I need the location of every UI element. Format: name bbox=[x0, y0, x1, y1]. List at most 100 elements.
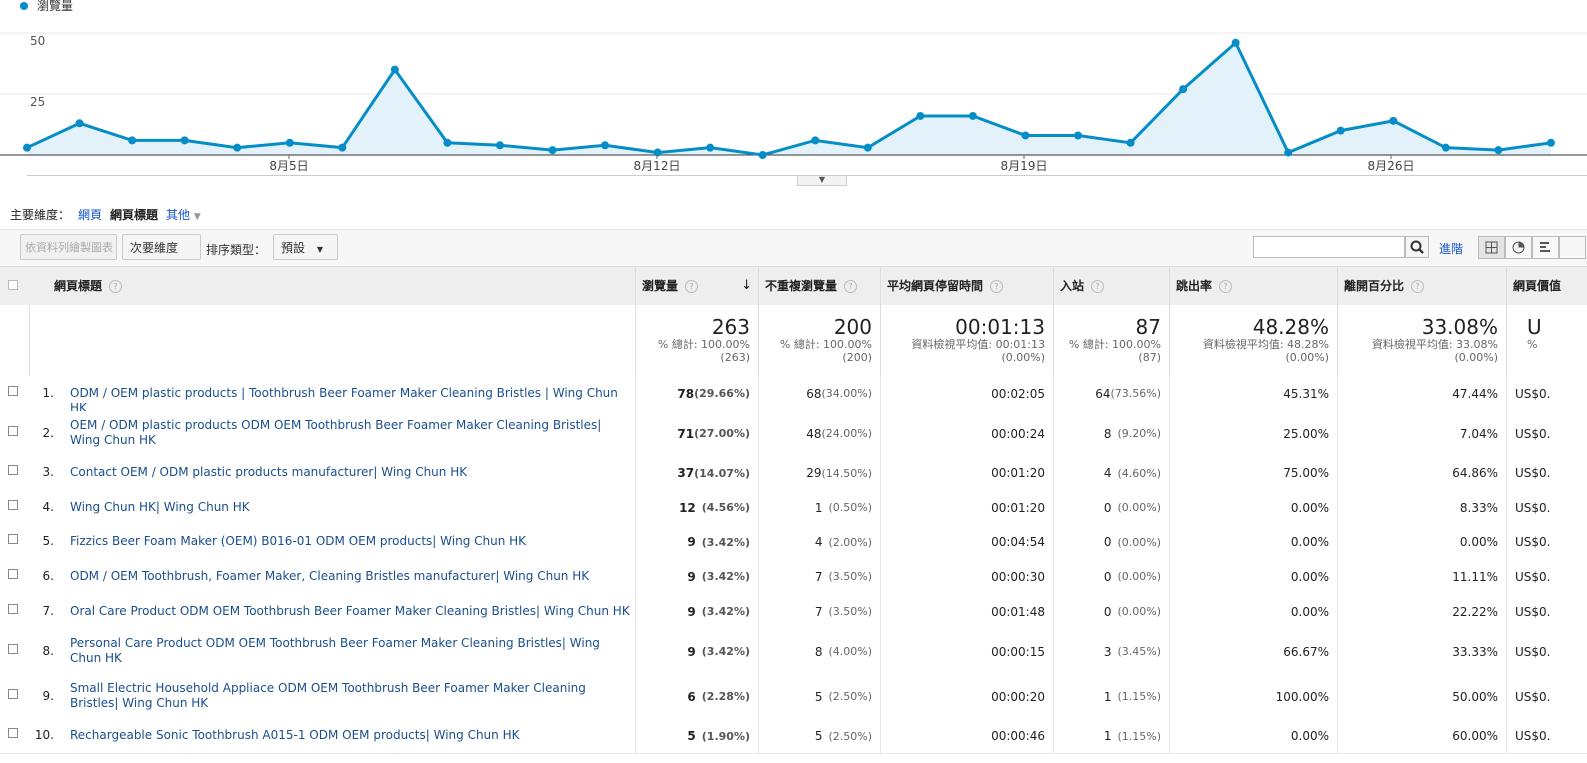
row-checkbox[interactable] bbox=[8, 688, 18, 699]
page-title-link[interactable]: OEM / ODM plastic products ODM OEM Tooth… bbox=[70, 418, 602, 447]
row-checkbox[interactable] bbox=[8, 603, 18, 614]
row-checkbox[interactable] bbox=[8, 425, 18, 436]
header-page-value[interactable]: 網頁價值 bbox=[1506, 267, 1587, 305]
data-point[interactable] bbox=[1546, 138, 1555, 147]
data-point[interactable] bbox=[495, 141, 504, 150]
table-search-input[interactable] bbox=[1253, 236, 1405, 258]
help-icon[interactable]: ? bbox=[685, 280, 699, 293]
header-exit-rate[interactable]: 離開百分比? bbox=[1337, 267, 1506, 305]
data-point[interactable] bbox=[968, 111, 977, 120]
row-checkbox[interactable] bbox=[8, 499, 18, 510]
advanced-filter-link[interactable]: 進階 bbox=[1439, 242, 1464, 256]
cell-value: US$0. bbox=[1515, 604, 1551, 619]
row-checkbox[interactable] bbox=[8, 728, 18, 738]
data-point[interactable] bbox=[233, 143, 242, 152]
data-point[interactable] bbox=[390, 65, 399, 74]
page-title-link[interactable]: Small Electric Household Appliace ODM OE… bbox=[70, 681, 586, 710]
row-number: 2. bbox=[42, 425, 54, 440]
chart-svg: 50 25 8月5日 8月12日 8月19日 8月26日 bbox=[0, 32, 1587, 176]
data-point[interactable] bbox=[758, 151, 767, 159]
cell-upv: 1 (0.50%) bbox=[758, 490, 880, 525]
dimension-page-title-selected[interactable]: 網頁標題 bbox=[110, 208, 159, 222]
cell-value: 8 bbox=[1103, 426, 1112, 441]
secondary-dimension-dropdown[interactable]: 次要維度 ▼ bbox=[122, 234, 201, 280]
secondary-dimension-label: 次要維度 bbox=[130, 241, 179, 255]
cell-value: US$0. bbox=[1515, 644, 1551, 659]
comparison-view-button[interactable] bbox=[1559, 236, 1586, 259]
data-point[interactable] bbox=[1074, 131, 1082, 140]
cell-upv: 5 (2.50%) bbox=[758, 719, 880, 753]
data-point[interactable] bbox=[180, 136, 189, 145]
data-point[interactable] bbox=[1494, 146, 1503, 155]
data-point[interactable] bbox=[916, 111, 925, 120]
cell-value: 4 bbox=[1103, 466, 1112, 480]
help-icon[interactable]: ? bbox=[844, 280, 858, 293]
select-all-checkbox[interactable] bbox=[8, 280, 18, 290]
dimension-other-label: 其他 bbox=[166, 208, 191, 222]
data-point[interactable] bbox=[75, 119, 84, 128]
row-checkbox[interactable] bbox=[8, 534, 18, 544]
data-point[interactable] bbox=[128, 136, 137, 145]
data-point[interactable] bbox=[338, 143, 347, 152]
data-point[interactable] bbox=[23, 143, 31, 152]
dimension-page-link[interactable]: 網頁 bbox=[78, 208, 103, 222]
search-button[interactable] bbox=[1405, 236, 1429, 258]
header-unique-pageviews[interactable]: 不重複瀏覽量? bbox=[758, 267, 880, 305]
header-avg-time[interactable]: 平均網頁停留時間? bbox=[880, 267, 1053, 305]
data-point[interactable] bbox=[1284, 148, 1293, 157]
data-point[interactable] bbox=[1021, 131, 1030, 140]
performance-view-button[interactable] bbox=[1532, 236, 1559, 259]
data-point[interactable] bbox=[1231, 38, 1240, 47]
dimension-other-dropdown[interactable]: 其他 ▼ bbox=[166, 206, 201, 223]
chart-collapse-handle[interactable]: ▼ bbox=[797, 176, 847, 186]
help-icon[interactable]: ? bbox=[1091, 280, 1105, 293]
chart-legend[interactable]: 瀏覽量 bbox=[20, 0, 73, 14]
data-point[interactable] bbox=[653, 148, 662, 157]
sort-type-dropdown[interactable]: 預設 ▼ bbox=[273, 234, 338, 260]
data-point[interactable] bbox=[706, 143, 715, 152]
cell-value: US$0. bbox=[1515, 535, 1551, 549]
data-point[interactable] bbox=[811, 136, 820, 145]
data-point[interactable] bbox=[548, 146, 557, 155]
data-point[interactable] bbox=[1179, 85, 1188, 94]
row-checkbox[interactable] bbox=[8, 568, 18, 579]
cell-value: 6 bbox=[687, 689, 696, 704]
pie-view-button[interactable] bbox=[1505, 236, 1532, 259]
page-title-link[interactable]: Contact OEM / ODM plastic products manuf… bbox=[70, 465, 468, 479]
total-entrances: 87% 總計: 100.00% (87) bbox=[1053, 305, 1169, 376]
help-icon[interactable]: ? bbox=[109, 280, 123, 293]
page-title-link[interactable]: Wing Chun HK| Wing Chun HK bbox=[70, 499, 250, 514]
header-bounce-rate[interactable]: 跳出率? bbox=[1169, 267, 1337, 305]
total-unique-pageviews: 200% 總計: 100.00% (200) bbox=[758, 305, 880, 376]
row-checkbox[interactable] bbox=[8, 643, 18, 654]
cell-pv: 71 (27.00%) bbox=[635, 411, 758, 456]
data-point[interactable] bbox=[285, 138, 294, 147]
data-point[interactable] bbox=[1336, 126, 1345, 135]
cell-value: 50.00% bbox=[1452, 689, 1498, 704]
header-entrances[interactable]: 入站? bbox=[1053, 267, 1169, 305]
data-point[interactable] bbox=[1441, 143, 1450, 152]
cell-value: 0 bbox=[1103, 500, 1112, 515]
help-icon[interactable]: ? bbox=[1411, 280, 1425, 293]
data-point[interactable] bbox=[1126, 138, 1135, 147]
cell-value: 64 bbox=[1095, 386, 1111, 401]
data-point[interactable] bbox=[863, 143, 872, 152]
row-checkbox[interactable] bbox=[8, 465, 18, 475]
table-view-button[interactable] bbox=[1478, 236, 1505, 259]
help-icon[interactable]: ? bbox=[990, 280, 1004, 293]
plot-rows-button[interactable]: 依資料列繪製圖表 bbox=[20, 234, 117, 260]
page-title-link[interactable]: Fizzics Beer Foam Maker (OEM) B016-01 OD… bbox=[70, 534, 527, 548]
row-checkbox[interactable] bbox=[8, 385, 18, 396]
help-icon[interactable]: ? bbox=[1219, 280, 1233, 293]
data-point[interactable] bbox=[601, 141, 610, 150]
page-title-link[interactable]: ODM / OEM Toothbrush, Foamer Maker, Clea… bbox=[70, 568, 590, 583]
header-pageviews[interactable]: 瀏覽量? ↓ bbox=[635, 267, 758, 305]
cell-percent: (0.00%) bbox=[1117, 535, 1161, 549]
page-title-link[interactable]: Rechargeable Sonic Toothbrush A015-1 ODM… bbox=[70, 728, 520, 742]
data-point[interactable] bbox=[443, 138, 452, 147]
data-point[interactable] bbox=[1389, 116, 1398, 125]
cell-percent: (1.90%) bbox=[701, 729, 750, 743]
header-page-title[interactable]: 網頁標題? bbox=[29, 267, 635, 305]
page-title-link[interactable]: Personal Care Product ODM OEM Toothbrush… bbox=[70, 636, 600, 665]
page-title-link[interactable]: Oral Care Product ODM OEM Toothbrush Bee… bbox=[70, 603, 630, 618]
